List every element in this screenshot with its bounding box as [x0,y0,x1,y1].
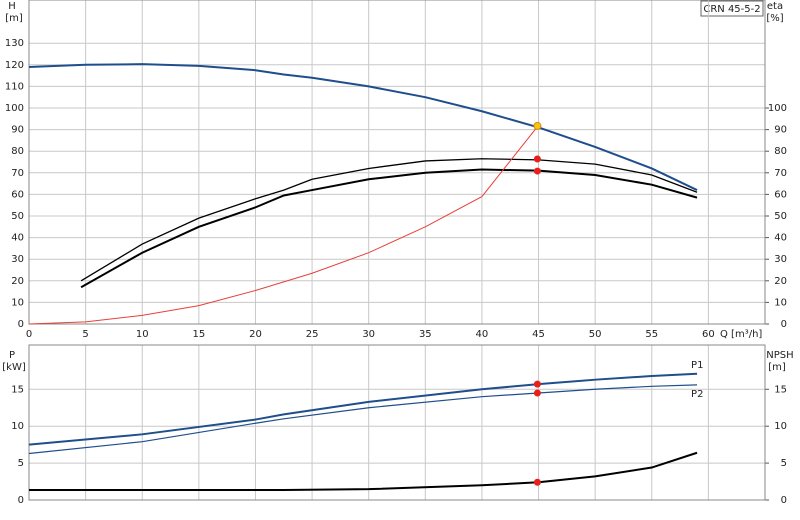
data-point [533,167,541,175]
y2-tick-label: 10 [774,297,787,308]
y2-tick-label: 70 [774,168,787,179]
x-tick-label: 5 [82,329,88,340]
y2-tick-label: 30 [774,254,787,265]
x-tick-label: 55 [645,329,658,340]
data-point [533,478,541,486]
annotation: CRN 45-5-2 [703,4,760,15]
data-point [533,389,541,397]
y-tick-label: 80 [11,146,24,157]
data-point [533,155,541,163]
y-tick-label: 10 [11,421,24,432]
y2-tick-label: 0 [781,495,787,506]
x-tick-label: 0 [26,329,32,340]
y-tick-label: 90 [11,125,24,136]
x-tick-label: 25 [306,329,319,340]
curve [28,372,698,446]
y-tick-label: 100 [5,103,24,114]
curve [29,451,698,492]
y2-tick-label: 10 [774,421,787,432]
y2-unit: [%] [766,13,783,24]
y-label: P [9,350,15,361]
plot-frame [28,0,766,325]
y2-label: NPSH [766,350,793,361]
y-tick-label: 0 [18,319,24,330]
y-unit: [m] [5,13,23,24]
y2-tick-label: 20 [774,276,787,287]
y-tick-label: 120 [5,60,24,71]
y2-tick-label: 90 [774,125,787,136]
y-tick-label: 0 [18,495,24,506]
y-tick-label: 110 [5,81,24,92]
y2-tick-label: 60 [774,189,787,200]
series-label: P1 [691,360,703,371]
curve [28,384,698,455]
x-tick-label: 35 [419,329,432,340]
y-tick-label: 130 [5,38,24,49]
curve [80,158,698,282]
series-label: P2 [691,389,703,400]
y-tick-label: 50 [11,211,24,222]
x-tick-label: 40 [476,329,489,340]
x-tick-label: 45 [532,329,545,340]
x-tick-label: 60 [702,329,715,340]
x-tick-label: 10 [136,329,149,340]
y-tick-label: 60 [11,189,24,200]
x-tick-label: 15 [192,329,205,340]
x-tick-label: 20 [249,329,262,340]
data-point [533,121,542,130]
data-point [533,380,541,388]
y-tick-label: 40 [11,233,24,244]
y2-tick-label: 15 [774,384,787,395]
y-unit: [kW] [2,362,26,373]
y-label: H [8,1,16,12]
y2-tick-label: 50 [774,211,787,222]
x-tick-label: 50 [589,329,602,340]
y2-tick-label: 0 [781,319,787,330]
y-tick-label: 70 [11,168,24,179]
y-tick-label: 20 [11,276,24,287]
y2-tick-label: 5 [781,458,787,469]
y2-label: eta [767,1,783,12]
y-tick-label: 5 [18,458,24,469]
y-tick-label: 30 [11,254,24,265]
x-label: Q [m³/h] [720,329,762,340]
plot-frame [28,344,766,501]
y2-unit: [m] [768,362,786,373]
curve [28,63,698,191]
x-tick-label: 30 [362,329,375,340]
curve [28,124,539,325]
y2-tick-label: 100 [768,103,787,114]
legend-box [700,0,764,17]
y2-tick-label: 40 [774,233,787,244]
y-tick-label: 15 [11,384,24,395]
curve [80,168,698,289]
y2-tick-label: 80 [774,146,787,157]
y-tick-label: 10 [11,297,24,308]
